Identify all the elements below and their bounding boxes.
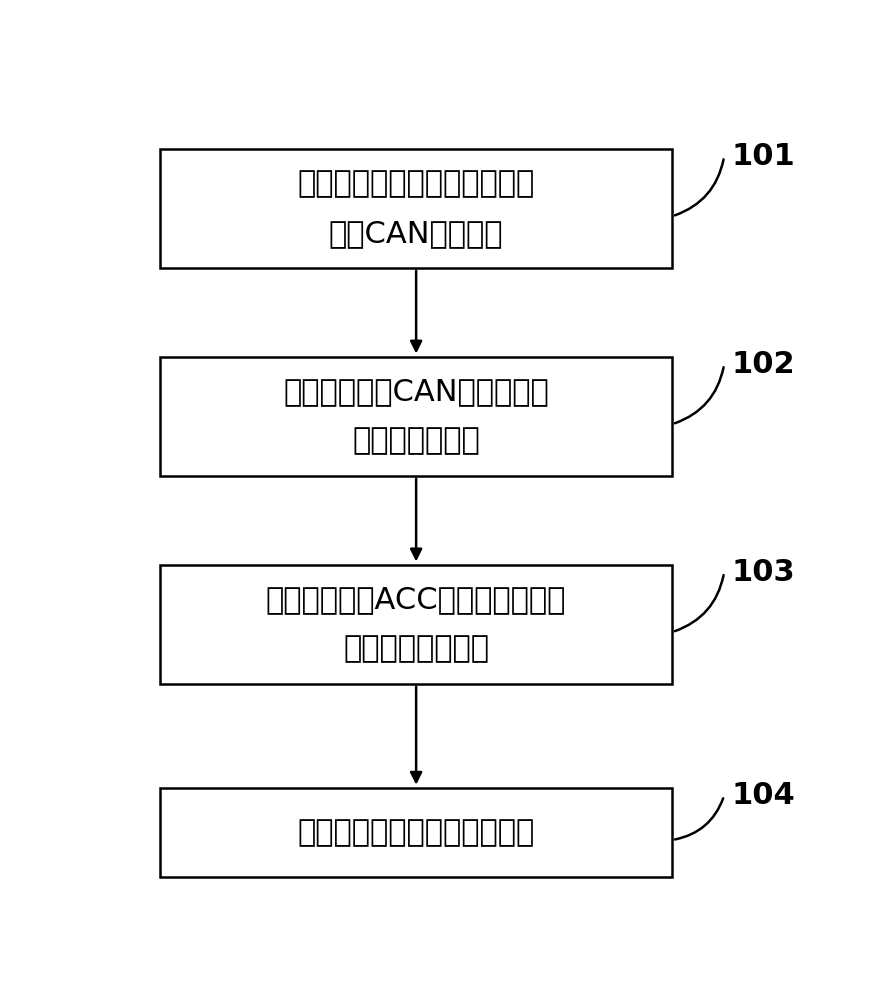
Text: 103: 103 [731, 558, 795, 587]
Text: 生成CAN唤醒信号: 生成CAN唤醒信号 [329, 219, 504, 248]
Bar [160, 565, 672, 684]
Bar [160, 149, 672, 268]
Bar [160, 788, 672, 877]
Text: 响应于检测到ACC档位切换信号，: 响应于检测到ACC档位切换信号， [266, 585, 566, 614]
Text: 根据用户指令运行相应的功能: 根据用户指令运行相应的功能 [297, 818, 535, 847]
FancyArrowPatch shape [675, 798, 723, 839]
Text: 104: 104 [731, 781, 795, 810]
Text: 进入正常工作模式: 进入正常工作模式 [343, 634, 489, 663]
FancyArrowPatch shape [675, 575, 723, 631]
Text: 响应于检测到CAN唤醒信号，: 响应于检测到CAN唤醒信号， [283, 377, 549, 406]
Text: 进入预开机模式: 进入预开机模式 [352, 427, 480, 456]
FancyArrowPatch shape [675, 159, 723, 215]
Text: 响应于检测到汽车唤醒信号，: 响应于检测到汽车唤醒信号， [297, 169, 535, 198]
Bar [160, 357, 672, 476]
FancyArrowPatch shape [675, 367, 723, 423]
Text: 101: 101 [731, 142, 795, 171]
Text: 102: 102 [731, 350, 795, 379]
